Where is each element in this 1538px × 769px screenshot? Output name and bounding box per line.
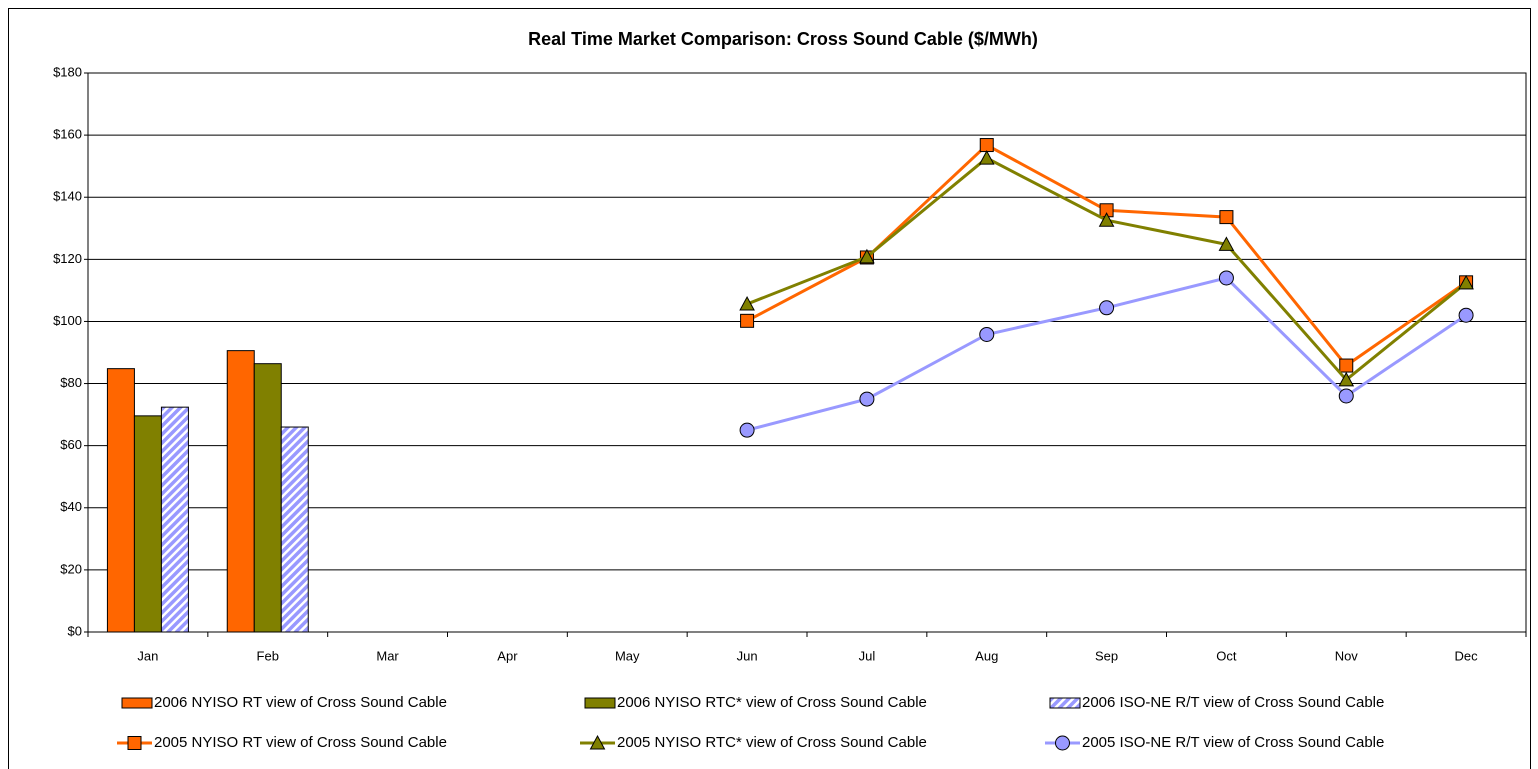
- x-tick-label: Mar: [376, 648, 399, 663]
- legend-label: 2006 NYISO RT view of Cross Sound Cable: [154, 694, 447, 711]
- line-marker: [739, 295, 755, 311]
- legend-label: 2005 ISO-NE R/T view of Cross Sound Cabl…: [1082, 734, 1384, 751]
- legend-label: 2006 NYISO RTC* view of Cross Sound Cabl…: [617, 694, 927, 711]
- bar: [133, 415, 162, 633]
- legend-label: 2006 ISO-NE R/T view of Cross Sound Cabl…: [1082, 694, 1384, 711]
- line-marker: [859, 248, 875, 264]
- x-tick-label: Jan: [137, 648, 158, 663]
- line-marker: [1338, 388, 1354, 404]
- legend-marker: [1055, 735, 1070, 751]
- line-marker: [1458, 274, 1474, 290]
- line-marker: [740, 313, 755, 328]
- line-marker: [1098, 212, 1115, 227]
- legend-label: 2005 NYISO RTC* view of Cross Sound Cabl…: [617, 734, 927, 751]
- line-marker: [979, 138, 994, 153]
- x-tick-label: Sep: [1095, 648, 1118, 663]
- legend-swatch: [121, 697, 153, 709]
- x-tick-label: Jun: [737, 648, 758, 663]
- x-tick-label: Apr: [497, 648, 518, 663]
- bar: [253, 363, 282, 633]
- x-tick-label: Jul: [859, 648, 876, 663]
- line-marker: [979, 326, 995, 342]
- y-tick-label: $180: [53, 64, 82, 79]
- bar: [226, 350, 255, 633]
- line-marker: [978, 150, 995, 165]
- legend-marker: [589, 734, 606, 750]
- x-tick-label: Aug: [975, 648, 998, 663]
- line-marker: [1339, 358, 1354, 373]
- y-tick-label: $120: [53, 251, 82, 266]
- x-tick-label: Oct: [1216, 648, 1237, 663]
- chart-border: [8, 8, 1531, 769]
- chart-title: Real Time Market Comparison: Cross Sound…: [528, 29, 1038, 49]
- y-tick-label: $100: [53, 313, 82, 328]
- y-tick-label: $80: [60, 375, 82, 390]
- y-tick-label: $40: [60, 499, 82, 514]
- x-tick-label: May: [615, 648, 640, 663]
- y-tick-label: $20: [60, 561, 82, 576]
- y-tick-label: $60: [60, 437, 82, 452]
- line: [746, 156, 1468, 382]
- y-tick-label: $140: [53, 189, 82, 204]
- legend-label: 2005 NYISO RT view of Cross Sound Cable: [154, 734, 447, 751]
- line-marker: [859, 391, 875, 407]
- line-marker: [1338, 371, 1355, 387]
- x-tick-label: Dec: [1455, 648, 1479, 663]
- legend-swatch: [1049, 697, 1081, 709]
- line-marker: [1219, 210, 1234, 225]
- line-marker: [1099, 300, 1115, 316]
- y-tick-label: $0: [68, 623, 82, 638]
- bar: [280, 426, 309, 633]
- line-marker: [1218, 236, 1235, 251]
- legend-swatch: [584, 697, 616, 709]
- line: [746, 143, 1467, 368]
- line-marker: [1218, 270, 1234, 286]
- x-tick-label: Nov: [1335, 648, 1359, 663]
- bar: [106, 368, 135, 633]
- x-tick-label: Feb: [257, 648, 279, 663]
- legend-marker: [127, 736, 142, 750]
- line-marker: [739, 422, 755, 438]
- line-marker: [1458, 307, 1474, 323]
- y-tick-label: $160: [53, 127, 82, 142]
- bar: [160, 406, 189, 633]
